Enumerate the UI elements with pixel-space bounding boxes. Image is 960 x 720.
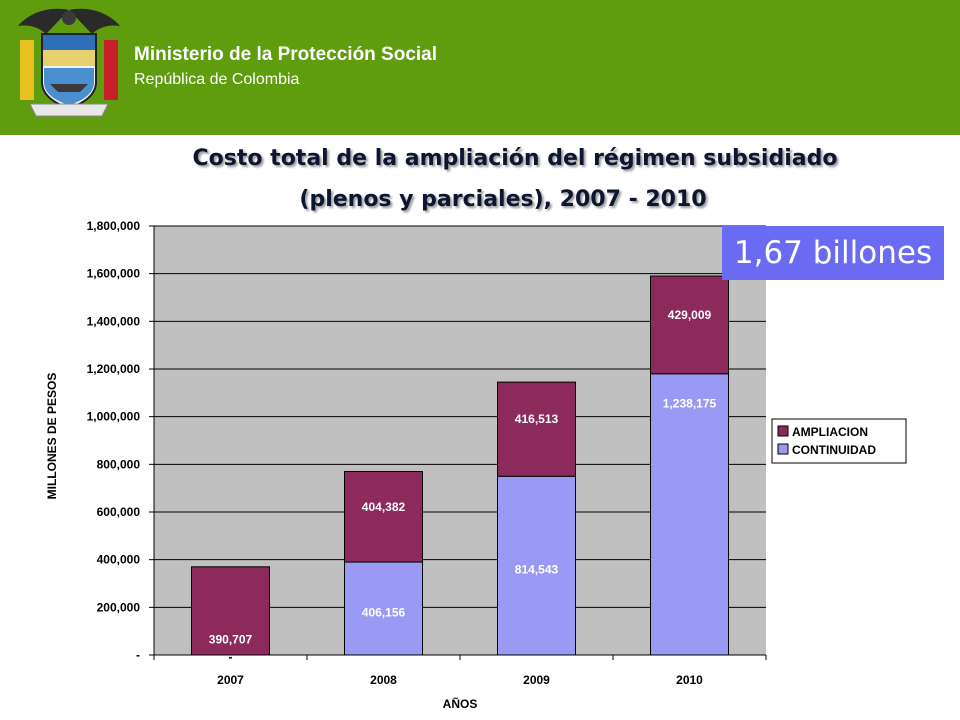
data-label-continuidad-2009: 814,543 (515, 563, 559, 577)
x-tick-label-2009: 2009 (523, 673, 550, 687)
zero-value-marker: - (229, 650, 233, 664)
ministry-country: República de Colombia (134, 71, 300, 88)
data-label-continuidad-2010: 1,238,175 (663, 397, 717, 411)
y-tick-label: 200,000 (97, 600, 141, 614)
data-label-continuidad-2008: 406,156 (362, 606, 406, 620)
data-label-ampliacion-2009: 416,513 (515, 412, 559, 426)
y-tick-label: 400,000 (97, 553, 141, 567)
y-tick-label: - (136, 648, 140, 662)
x-axis-title: AÑOS (443, 696, 478, 711)
data-label-ampliacion-2007: 390,707 (209, 633, 253, 647)
bar-ampliacion-2009 (497, 381, 576, 477)
legend-label-continuidad: CONTINUIDAD (792, 443, 876, 457)
y-tick-label: 1,600,000 (87, 267, 141, 281)
y-axis-title: MILLONES DE PESOS (45, 373, 59, 500)
bar-ampliacion-2008 (344, 470, 423, 563)
legend-box (771, 418, 907, 464)
data-label-ampliacion-2008: 404,382 (362, 500, 406, 514)
bar-continuidad-2008 (344, 561, 423, 656)
y-tick-label: 1,200,000 (87, 362, 141, 376)
total-callout: 1,67 billones (722, 226, 944, 280)
y-tick-label: 800,000 (97, 457, 141, 471)
x-tick-label-2007: 2007 (217, 673, 244, 687)
legend-swatch-ampliacion (777, 425, 789, 437)
chart-title-line-1: Costo total de la ampliación del régimen… (192, 146, 838, 171)
y-tick-label: 600,000 (97, 505, 141, 519)
bar-ampliacion-2010 (650, 275, 729, 375)
y-tick-label: 1,800,000 (87, 219, 141, 233)
header-banner: Ministerio de la Protección Social Repúb… (0, 0, 960, 135)
legend-swatch-continuidad (777, 443, 789, 455)
y-tick-label: 1,000,000 (87, 410, 141, 424)
chart-title-line-2: (plenos y parciales), 2007 - 2010 (299, 187, 707, 212)
legend-label-ampliacion: AMPLIACION (792, 425, 868, 439)
bar-continuidad-2009 (497, 475, 576, 656)
bar-continuidad-2010 (650, 373, 729, 656)
coat-of-arms-icon (18, 8, 120, 117)
data-label-ampliacion-2010: 429,009 (668, 308, 712, 322)
y-tick-label: 1,400,000 (87, 314, 141, 328)
x-tick-label-2010: 2010 (676, 673, 703, 687)
bar-ampliacion-2007 (191, 566, 270, 656)
x-tick-label-2008: 2008 (370, 673, 397, 687)
ministry-name: Ministerio de la Protección Social (134, 44, 438, 65)
